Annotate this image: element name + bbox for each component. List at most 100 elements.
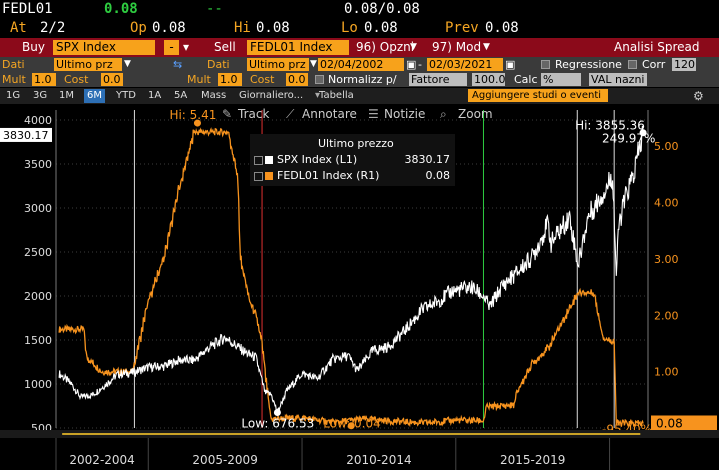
zoom-button[interactable]: Zoom xyxy=(458,107,493,121)
swap-icon[interactable]: ⇆ xyxy=(173,58,183,71)
last-value-tag-spx xyxy=(0,127,52,142)
add-studies-field[interactable]: Aggiungere studi o eventi xyxy=(468,89,608,102)
params-row-2: Mult 1.0 Cost 0.0 Mult 1.0 Cost 0.0 Norm… xyxy=(0,72,719,87)
annotate-button[interactable]: Annotare xyxy=(302,107,357,121)
news-icon[interactable]: ☰ xyxy=(368,107,379,121)
timeframe-5a[interactable]: 5A xyxy=(174,90,188,101)
low-point-spx xyxy=(273,408,281,416)
timeframe-bar: 1G 3G 1M 6M YTD 1A 5A Mass Giornaliero..… xyxy=(0,88,719,104)
calendar-icon[interactable]: ▣ xyxy=(505,58,516,71)
timeframe-6m[interactable]: 6M xyxy=(84,89,105,103)
open-label: Op xyxy=(130,20,147,36)
chevron-down-icon[interactable]: ▼ xyxy=(124,59,131,69)
cost-label: Cost xyxy=(64,73,89,86)
timeframe-1a[interactable]: 1A xyxy=(148,90,162,101)
y-left-tick-label: 1000 xyxy=(24,378,52,391)
normalize-value-field[interactable]: 100.0 xyxy=(472,73,506,86)
command-bar: Buy SPX Index - ▾ Sell FEDL01 Index 96) … xyxy=(0,38,719,57)
open-value: 0.08 xyxy=(152,20,186,36)
bid-ask: 0.08/0.08 xyxy=(344,1,420,17)
annotation-low-spx: Low: 676.53 xyxy=(241,416,314,430)
y-right-tick-label: 4.00 xyxy=(654,197,679,210)
track-button[interactable]: Track xyxy=(238,107,270,121)
legend-swatch xyxy=(265,156,273,164)
mod-menu-button[interactable]: 97) Mod xyxy=(432,40,482,54)
frequency-select[interactable]: Giornaliero... xyxy=(239,90,304,101)
legend-toggle[interactable] xyxy=(254,172,263,181)
legend-item-fedl01[interactable]: FEDL01 Index (R1) 0.08 xyxy=(254,169,450,183)
prev-label: Prev xyxy=(445,20,479,36)
legend-toggle[interactable] xyxy=(254,156,263,165)
timeframe-3g[interactable]: 3G xyxy=(33,90,48,101)
legend-item-spx[interactable]: SPX Index (L1) 3830.17 xyxy=(254,153,450,167)
x-tick-label: 2005-2009 xyxy=(192,453,257,467)
quote-stats-row: At 2/2 Op 0.08 Hi 0.08 Lo 0.08 Prev 0.08 xyxy=(0,20,719,38)
corr-checkbox[interactable] xyxy=(628,60,637,69)
start-date-field[interactable]: 02/04/2002 xyxy=(318,58,404,71)
chevron-down-icon[interactable]: ▼ xyxy=(310,59,317,69)
normalize-checkbox[interactable] xyxy=(315,75,324,84)
timeframe-1g[interactable]: 1G xyxy=(6,90,21,101)
high-value: 0.08 xyxy=(256,20,290,36)
quote-header-row: FEDL01 0.08 -- 0.08/0.08 xyxy=(0,0,719,20)
price-change: -- xyxy=(206,1,223,17)
end-date-field[interactable]: 02/03/2021 xyxy=(427,58,503,71)
timeframe-max[interactable]: Mass xyxy=(201,90,227,101)
cost2-label: Cost xyxy=(250,73,275,86)
series-line-fedl01 xyxy=(58,127,644,428)
table-button[interactable]: Tabella xyxy=(319,90,354,101)
params-row-1: Dati Ultimo prz ▼ ⇆ Dati Ultimo prz ▼ 02… xyxy=(0,57,719,72)
calendar-icon[interactable]: ▣ xyxy=(406,58,417,71)
dati2-select[interactable]: Ultimo prz xyxy=(247,58,309,71)
corr-period-field[interactable]: 120 xyxy=(672,58,696,71)
high-label: Hi xyxy=(234,20,251,36)
annotate-icon[interactable]: ⟋ xyxy=(286,107,295,121)
chevron-down-icon[interactable]: ▾ xyxy=(315,90,321,101)
chevron-down-icon[interactable]: ▾ xyxy=(183,40,190,54)
zoom-icon[interactable]: ⌕ xyxy=(440,107,447,121)
mult-field[interactable]: 1.0 xyxy=(32,73,56,86)
legend-series-name: SPX Index (L1) xyxy=(277,153,358,166)
cost-field[interactable]: 0.0 xyxy=(101,73,123,86)
spread-chart[interactable]: 50010001500200025003000350040001.002.003… xyxy=(0,104,719,470)
timeframe-1m[interactable]: 1M xyxy=(59,90,74,101)
y-left-tick-label: 2500 xyxy=(24,246,52,259)
options-menu-button[interactable]: 96) Opzni xyxy=(356,40,415,54)
pen-icon[interactable]: ✎ xyxy=(222,107,233,121)
chevron-down-icon[interactable]: ▼ xyxy=(410,42,417,52)
x-tick-label: 2002-2004 xyxy=(69,453,134,467)
legend-series-name: FEDL01 Index (R1) xyxy=(277,169,380,182)
annotation-high-spx: Hi: 3855.36 xyxy=(575,119,645,133)
calc-select[interactable]: % xyxy=(541,73,581,86)
normalize-select[interactable]: Fattore xyxy=(409,73,467,86)
date-separator: - xyxy=(418,58,422,71)
regression-checkbox[interactable] xyxy=(541,60,550,69)
mult2-label: Mult xyxy=(187,73,211,86)
annotation-low-fedl01: Low: 0.04 xyxy=(323,416,381,430)
settings-icon[interactable]: ⚙ xyxy=(693,89,704,103)
y-right-tick-label: 3.00 xyxy=(654,253,679,266)
last-price: 0.08 xyxy=(104,1,138,17)
sell-security-field[interactable]: FEDL01 Index xyxy=(247,40,349,55)
y-left-tick-label: 2000 xyxy=(24,290,52,303)
chevron-down-icon[interactable]: ▼ xyxy=(483,42,490,52)
buy-label: Buy xyxy=(22,40,45,54)
legend-series-value: 0.08 xyxy=(425,169,451,182)
dati-label: Dati xyxy=(2,58,25,71)
last-value-fedl01: 0.08 xyxy=(656,416,683,430)
spread-operator-dropdown[interactable]: - xyxy=(164,40,179,55)
y-right-tick-label: 2.00 xyxy=(654,309,679,322)
sell-label: Sell xyxy=(214,40,236,54)
timeframe-ytd[interactable]: YTD xyxy=(116,90,136,101)
corr-label: Corr xyxy=(642,58,666,71)
val-select[interactable]: VAL nazni xyxy=(589,73,647,86)
dati-select[interactable]: Ultimo prz xyxy=(54,58,122,71)
buy-security-field[interactable]: SPX Index xyxy=(53,40,155,55)
mult2-field[interactable]: 1.0 xyxy=(218,73,242,86)
series-line-spx xyxy=(58,125,644,415)
high-point-spx xyxy=(639,129,647,137)
last-value-tag-fedl01 xyxy=(651,415,717,432)
y-left-tick-label: 3500 xyxy=(24,158,52,171)
news-button[interactable]: Notizie xyxy=(384,107,426,121)
cost2-field[interactable]: 0.0 xyxy=(286,73,308,86)
